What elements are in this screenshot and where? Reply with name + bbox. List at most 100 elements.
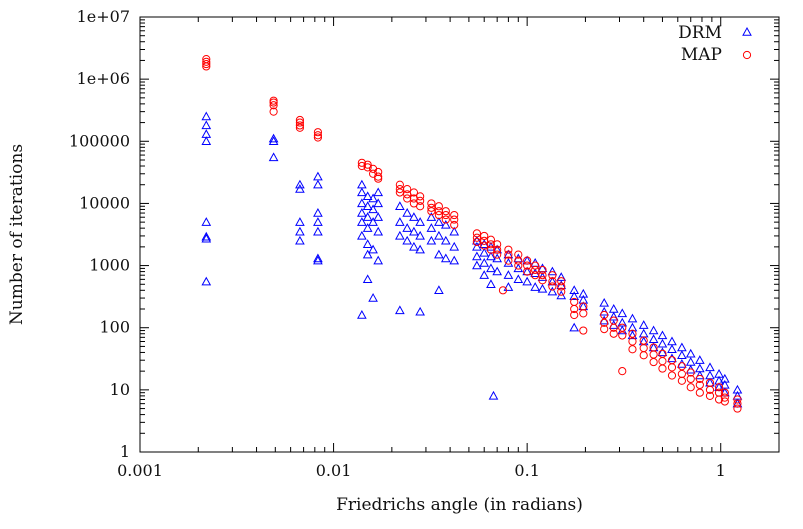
data-point-map <box>202 57 211 66</box>
data-point-map <box>628 337 637 346</box>
data-point-drm <box>362 212 373 221</box>
data-point-map <box>639 351 648 360</box>
data-point-map <box>313 131 323 140</box>
data-point-map <box>705 391 715 400</box>
data-point-drm <box>313 226 323 236</box>
data-point-map <box>677 369 686 379</box>
data-point-map <box>514 250 523 259</box>
data-point-drm <box>201 217 212 226</box>
data-point-map <box>523 261 532 270</box>
data-point-drm <box>357 198 367 208</box>
data-point-drm <box>362 201 373 210</box>
data-point-map <box>403 194 412 203</box>
y-tick-label: 1000 <box>89 256 130 275</box>
legend-label-map: MAP <box>681 45 722 65</box>
data-point-map <box>313 133 323 142</box>
data-point-drm <box>415 230 425 240</box>
data-point-map <box>493 240 502 249</box>
data-point-map <box>202 59 211 69</box>
data-point-map <box>733 395 742 404</box>
data-point-drm <box>449 226 460 236</box>
data-point-drm <box>368 293 378 302</box>
data-point-map <box>295 115 305 125</box>
data-point-drm <box>368 217 378 226</box>
data-point-map <box>295 121 305 130</box>
data-point-map <box>450 215 459 224</box>
data-point-drm <box>599 297 610 307</box>
data-point-drm <box>201 231 212 241</box>
data-point-map <box>269 107 278 116</box>
data-point-drm <box>537 283 548 293</box>
data-point-map <box>667 371 677 380</box>
data-point-map <box>600 318 609 327</box>
legend-triangle-drm <box>742 26 752 36</box>
data-point-map <box>486 245 496 254</box>
series-drm <box>201 111 743 408</box>
data-point-map <box>667 356 677 365</box>
data-point-map <box>504 256 513 265</box>
data-point-drm <box>295 235 305 245</box>
data-point-drm <box>434 249 444 259</box>
data-point-drm <box>547 286 558 296</box>
data-point-drm <box>732 384 743 394</box>
data-point-drm <box>667 353 677 363</box>
data-point-drm <box>357 310 367 319</box>
data-point-drm <box>685 348 696 358</box>
data-point-drm <box>440 219 451 229</box>
data-point-drm <box>368 244 378 254</box>
data-point-map <box>618 331 627 340</box>
data-point-map <box>695 388 704 397</box>
data-point-map <box>733 404 742 413</box>
data-point-map <box>628 329 637 338</box>
data-point-drm <box>395 201 405 210</box>
data-point-drm <box>362 191 373 201</box>
data-point-drm <box>313 179 323 189</box>
data-point-map <box>374 172 383 181</box>
data-point-drm <box>513 263 524 273</box>
data-point-drm <box>295 184 305 193</box>
data-point-drm <box>313 208 323 217</box>
data-point-drm <box>719 373 730 383</box>
x-tick-label: 1 <box>716 461 726 480</box>
data-point-map <box>609 329 618 338</box>
data-point-map <box>557 277 566 286</box>
data-point-map <box>618 367 627 376</box>
legend-marker-drm <box>742 26 752 36</box>
data-point-drm <box>657 330 668 340</box>
data-point-drm <box>449 255 460 265</box>
data-point-drm <box>415 306 425 316</box>
data-point-map <box>498 286 508 295</box>
data-point-map <box>368 169 378 178</box>
data-point-map <box>649 357 658 367</box>
data-point-drm <box>357 187 367 197</box>
data-point-drm <box>434 285 444 295</box>
data-point-drm <box>617 325 628 335</box>
data-point-map <box>202 62 211 71</box>
y-tick-label: 10 <box>110 380 130 399</box>
y-tick-label: 1e+07 <box>77 7 130 26</box>
data-point-drm <box>685 357 696 366</box>
x-tick-label: 0.1 <box>514 461 539 480</box>
data-point-drm <box>705 362 715 372</box>
legend-label-drm: DRM <box>678 23 722 43</box>
data-point-drm <box>522 276 533 286</box>
data-point-map <box>714 383 724 392</box>
data-point-drm <box>608 311 619 321</box>
data-point-map <box>686 368 695 377</box>
axes <box>139 16 780 453</box>
data-point-drm <box>357 230 367 240</box>
data-point-drm <box>402 208 413 217</box>
data-point-drm <box>503 257 514 267</box>
data-point-map <box>579 309 588 318</box>
data-point-drm <box>402 223 413 232</box>
y-tick-label: 100000 <box>69 131 130 150</box>
data-point-drm <box>657 347 668 357</box>
data-point-drm <box>488 390 499 400</box>
data-point-drm <box>479 257 490 267</box>
data-point-map <box>486 240 496 249</box>
data-point-drm <box>486 279 496 288</box>
data-point-drm <box>578 288 589 298</box>
data-point-map <box>658 364 667 373</box>
data-point-drm <box>569 322 580 332</box>
data-point-drm <box>486 251 496 261</box>
